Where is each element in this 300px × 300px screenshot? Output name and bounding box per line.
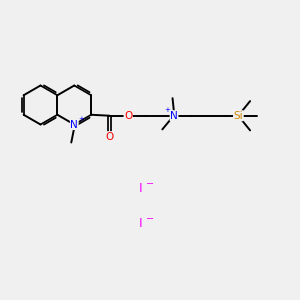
Text: I: I bbox=[139, 217, 142, 230]
Text: N: N bbox=[70, 119, 78, 130]
Text: −: − bbox=[146, 214, 154, 224]
Text: O: O bbox=[124, 111, 132, 121]
Text: N: N bbox=[170, 111, 178, 121]
Text: −: − bbox=[146, 179, 154, 190]
Text: Si: Si bbox=[234, 111, 243, 121]
Text: I: I bbox=[139, 182, 142, 196]
Text: +: + bbox=[79, 116, 84, 122]
Text: +: + bbox=[164, 107, 170, 113]
Text: O: O bbox=[106, 132, 114, 142]
